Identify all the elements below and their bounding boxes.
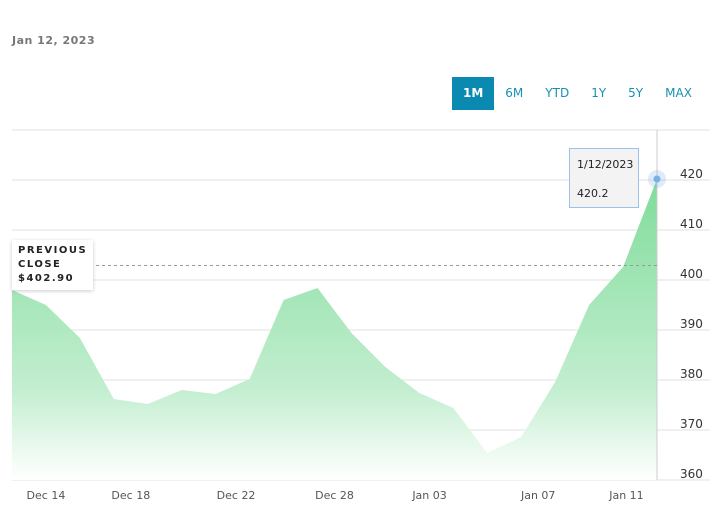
x-tick-label: Dec 18 <box>111 489 150 502</box>
last-point-marker <box>653 175 661 183</box>
price-area <box>12 179 657 480</box>
x-tick-label: Jan 11 <box>608 489 643 502</box>
prev-close-value: $402.90 <box>18 273 75 284</box>
current-date: Jan 12, 2023 <box>12 34 96 47</box>
tooltip-date: 1/12/2023 <box>577 158 634 171</box>
y-tick-label: 380 <box>680 367 703 381</box>
x-tick-label: Jan 03 <box>411 489 446 502</box>
x-tick-label: Dec 14 <box>27 489 66 502</box>
prev-close-line2: CLOSE <box>18 259 62 270</box>
y-tick-label: 410 <box>680 217 703 231</box>
y-tick-label: 370 <box>680 417 703 431</box>
x-tick-label: Jan 07 <box>520 489 555 502</box>
y-tick-label: 360 <box>680 467 703 481</box>
y-tick-label: 420 <box>680 167 703 181</box>
range-1y[interactable]: 1Y <box>591 86 607 100</box>
y-tick-label: 390 <box>680 317 703 331</box>
range-1m[interactable]: 1M <box>452 77 495 110</box>
y-tick-label: 400 <box>680 267 703 281</box>
tooltip-value: 420.2 <box>577 187 609 200</box>
x-tick-label: Dec 28 <box>315 489 354 502</box>
x-tick-label: Dec 22 <box>217 489 256 502</box>
range-6m[interactable]: 6M <box>505 86 524 100</box>
range-5y[interactable]: 5Y <box>628 86 644 100</box>
range-selector: 1M 6M YTD 1Y 5Y MAX <box>452 77 703 110</box>
previous-close-label: PREVIOUS CLOSE $402.90 <box>12 240 94 290</box>
range-max[interactable]: MAX <box>665 86 692 100</box>
range-ytd[interactable]: YTD <box>545 86 570 100</box>
tooltip: 1/12/2023 420.2 <box>569 148 639 208</box>
prev-close-line1: PREVIOUS <box>18 245 88 256</box>
